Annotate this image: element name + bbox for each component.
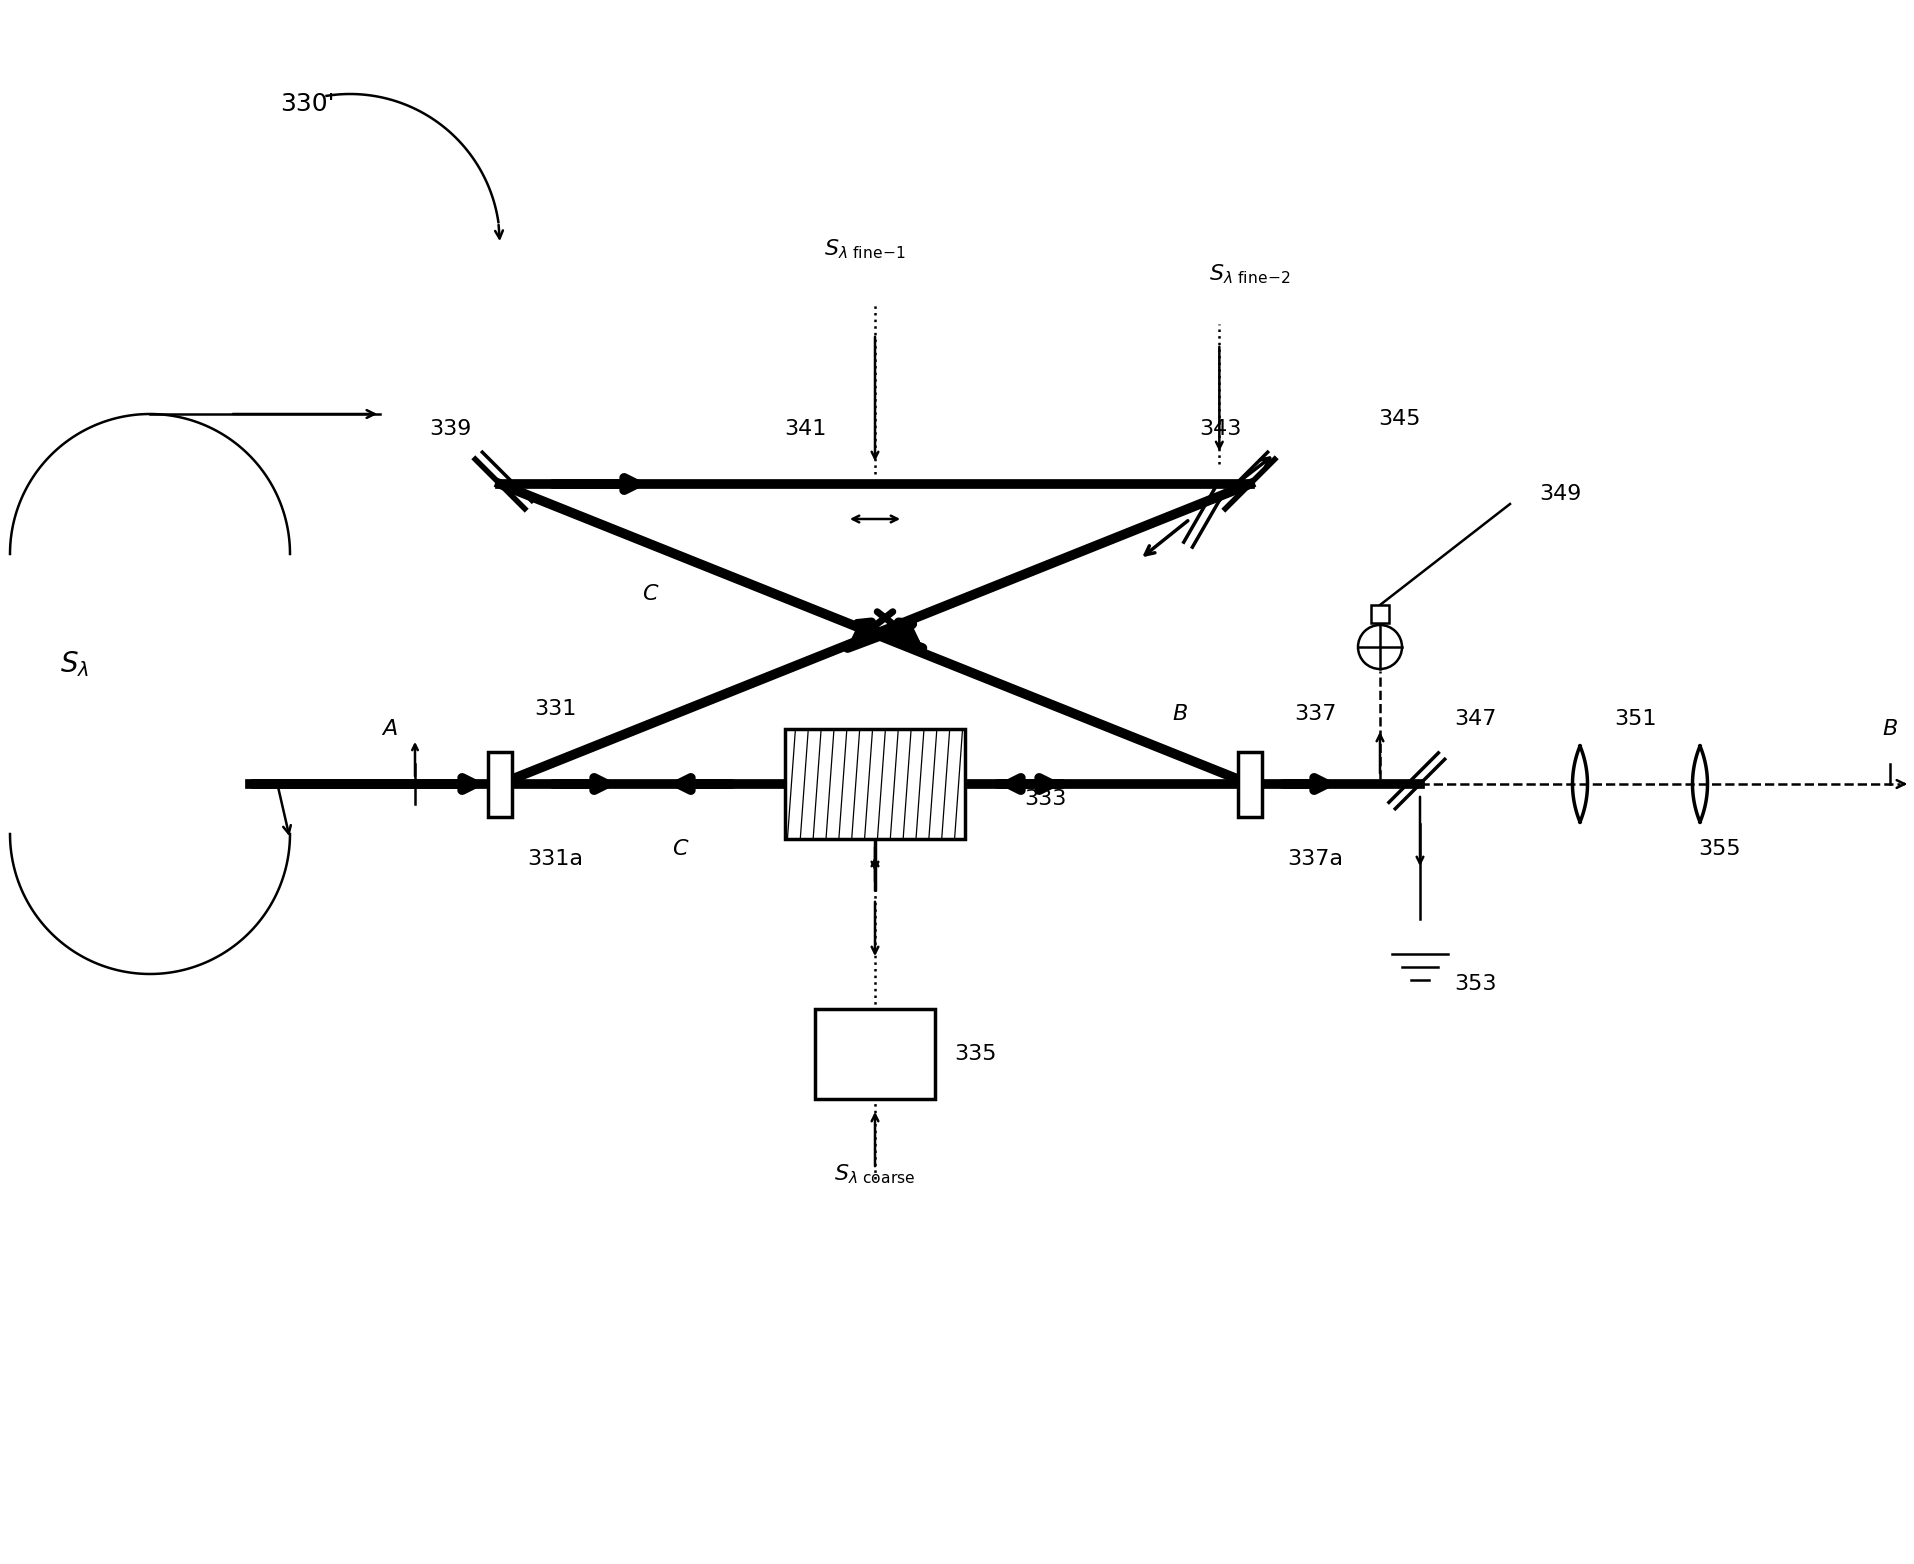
Text: A: A [383,719,398,740]
Bar [1238,751,1261,816]
Text: 353: 353 [1455,974,1497,995]
Text: 347: 347 [1455,708,1497,729]
Text: 355: 355 [1700,838,1742,859]
Text: 345: 345 [1378,410,1422,429]
Bar [1370,605,1390,622]
Text: $S_{\lambda\ \mathsf{fine\!-\!2}}$: $S_{\lambda\ \mathsf{fine\!-\!2}}$ [1210,263,1290,286]
Text: 337a: 337a [1286,849,1344,870]
Bar [488,751,513,816]
Text: 331: 331 [534,699,576,719]
Text: 337: 337 [1294,704,1336,724]
Text: $S_\lambda$: $S_\lambda$ [61,649,90,679]
Text: 335: 335 [953,1045,997,1064]
Text: 349: 349 [1539,483,1581,504]
Text: $S_{\lambda\ \mathsf{coarse}}$: $S_{\lambda\ \mathsf{coarse}}$ [835,1162,915,1186]
Text: B: B [1881,719,1897,740]
Bar [815,1009,936,1099]
Text: 343: 343 [1198,419,1240,439]
Text: 331a: 331a [526,849,584,870]
Bar [785,729,965,838]
Text: 341: 341 [785,419,827,439]
Text: C: C [672,838,687,859]
Text: B: B [1173,704,1187,724]
Text: C: C [643,583,658,604]
Text: 333: 333 [1024,788,1066,809]
Text: 351: 351 [1614,708,1656,729]
Text: $S_{\lambda\ \mathsf{fine\!-\!1}}$: $S_{\lambda\ \mathsf{fine\!-\!1}}$ [823,238,905,261]
Text: 330': 330' [279,92,335,116]
Text: 339: 339 [429,419,471,439]
